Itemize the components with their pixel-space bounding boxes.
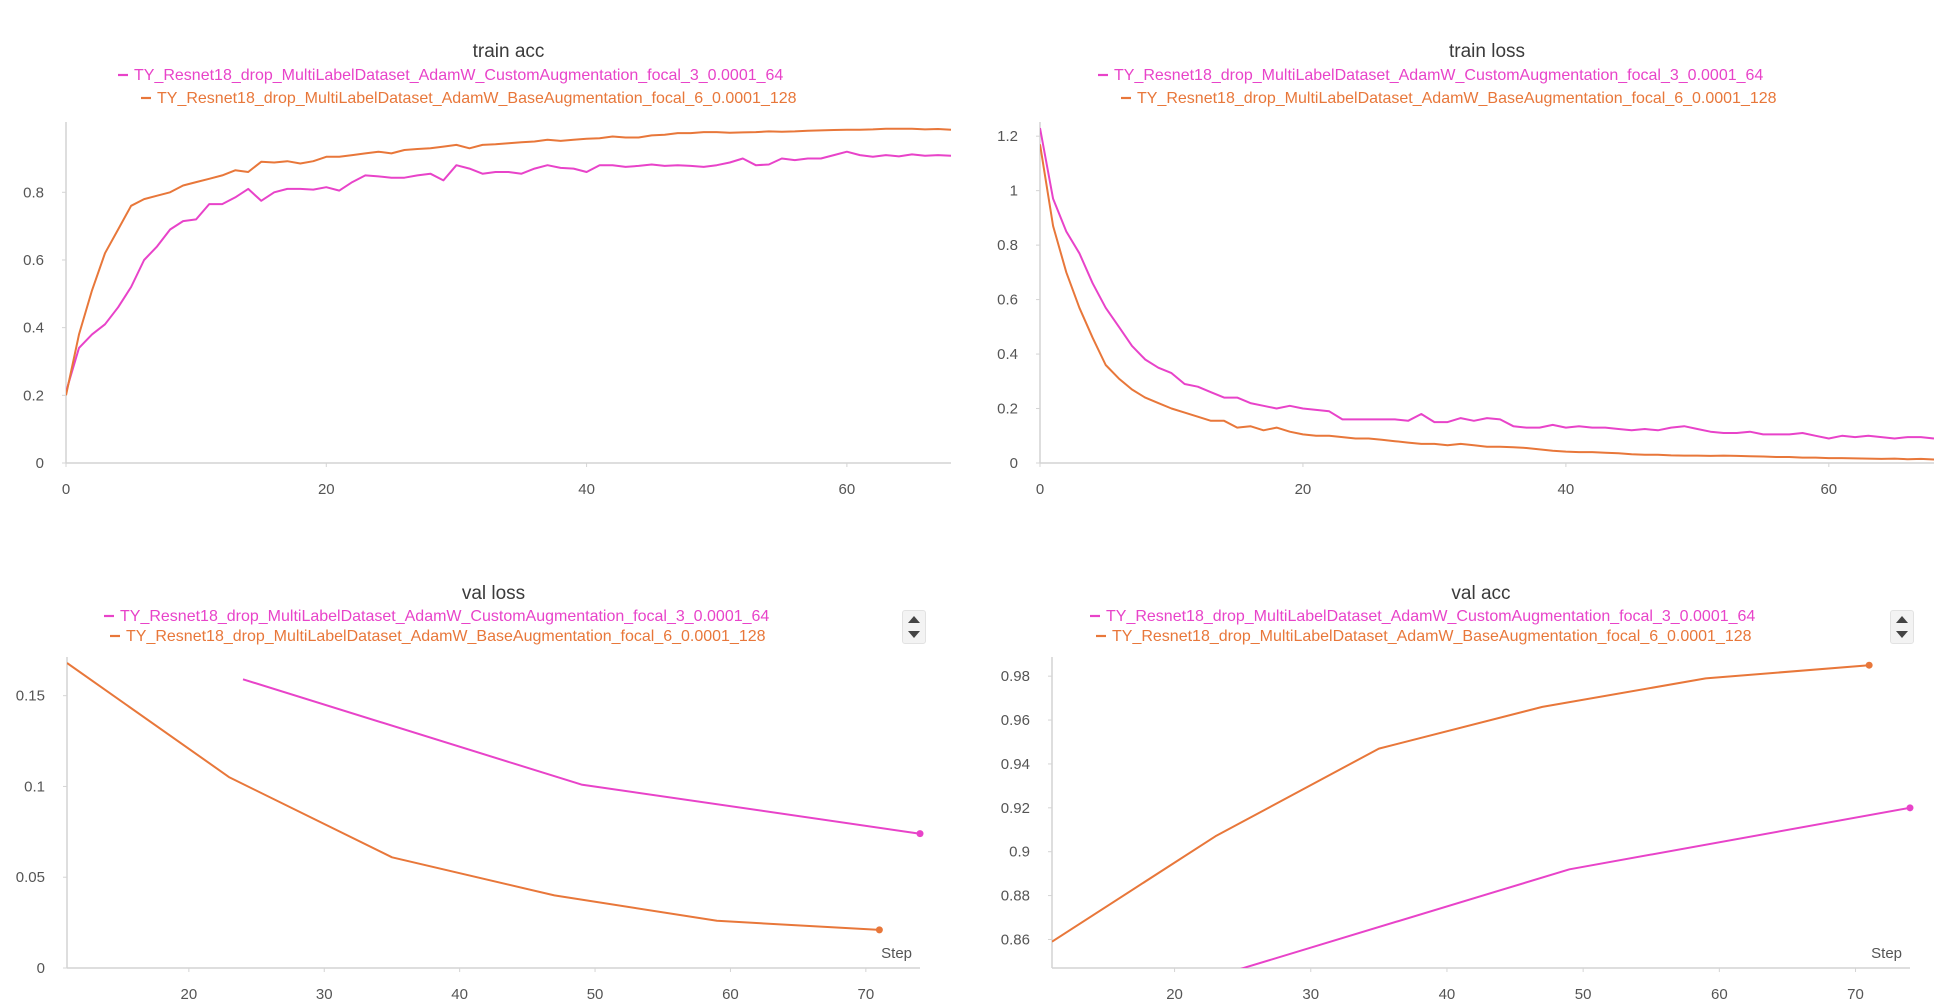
x-tick-label: 40 <box>1439 986 1456 1003</box>
chart-title: val loss <box>462 583 525 604</box>
series-line <box>1052 664 1870 943</box>
legend-entry: TY_Resnet18_drop_MultiLabelDataset_AdamW… <box>126 628 766 645</box>
y-tick-label: 0.96 <box>1001 712 1030 729</box>
x-tick-label: 0 <box>62 481 70 498</box>
x-axis-label: Step <box>1871 945 1902 962</box>
y-tick-label: 0 <box>1010 455 1018 472</box>
x-tick-label: 50 <box>1575 986 1592 1003</box>
chevron-down-icon[interactable] <box>1896 631 1908 638</box>
x-tick-label: 0 <box>1036 481 1044 498</box>
x-tick-label: 70 <box>1847 986 1864 1003</box>
y-tick-label: 0.94 <box>1001 756 1030 773</box>
y-tick-label: 0.4 <box>23 320 44 337</box>
legend-scroll-control[interactable] <box>902 610 926 644</box>
series-endpoint-marker <box>1865 661 1873 669</box>
train-loss-plot: train loss TY_Resnet18_drop_MultiLabelDat… <box>997 41 1934 498</box>
y-tick-label: 0.2 <box>997 401 1018 418</box>
legend-entry: TY_Resnet18_drop_MultiLabelDataset_AdamW… <box>1137 90 1777 107</box>
train-loss-chart: train loss TY_Resnet18_drop_MultiLabelDat… <box>967 0 1934 503</box>
series-group <box>67 662 880 931</box>
series-group <box>1240 806 1911 968</box>
y-tick-label: 0.8 <box>997 237 1018 254</box>
series-line <box>67 662 880 931</box>
series-line <box>1040 144 1934 461</box>
x-tick-label: 60 <box>839 481 856 498</box>
x-tick-label: 40 <box>451 986 468 1003</box>
legend-entry: TY_Resnet18_drop_MultiLabelDataset_AdamW… <box>1106 608 1755 625</box>
x-tick-label: 40 <box>1558 481 1575 498</box>
x-tick-label: 60 <box>722 986 739 1003</box>
series-group <box>66 150 952 393</box>
series-endpoint-marker <box>916 830 924 838</box>
legend-entry: TY_Resnet18_drop_MultiLabelDataset_AdamW… <box>157 90 797 107</box>
y-tick-label: 0.4 <box>997 346 1018 363</box>
val-acc-chart: val acc TY_Resnet18_drop_MultiLabelDatase… <box>967 503 1934 1006</box>
x-tick-label: 20 <box>1295 481 1312 498</box>
val-loss-plot: val loss TY_Resnet18_drop_MultiLabelDatas… <box>16 583 924 1003</box>
y-tick-label: 0.92 <box>1001 800 1030 817</box>
y-tick-label: 0.6 <box>997 292 1018 309</box>
y-tick-label: 0.1 <box>24 778 45 795</box>
train-acc-chart: train acc TY_Resnet18_drop_MultiLabelData… <box>0 0 967 503</box>
series-group <box>1052 664 1870 943</box>
chevron-up-icon[interactable] <box>1896 616 1908 623</box>
legend-entry: TY_Resnet18_drop_MultiLabelDataset_AdamW… <box>1112 628 1752 645</box>
legend-entry: TY_Resnet18_drop_MultiLabelDataset_AdamW… <box>134 67 783 84</box>
y-tick-label: 0.05 <box>16 869 45 886</box>
series-line <box>66 150 952 393</box>
y-tick-label: 0.98 <box>1001 668 1030 685</box>
val-acc-plot: val acc TY_Resnet18_drop_MultiLabelDatase… <box>1001 583 1914 1003</box>
x-tick-label: 30 <box>1302 986 1319 1003</box>
x-tick-label: 40 <box>578 481 595 498</box>
series-line <box>66 127 952 396</box>
legend-entry: TY_Resnet18_drop_MultiLabelDataset_AdamW… <box>120 608 769 625</box>
chart-title: train loss <box>1449 41 1525 62</box>
y-tick-label: 1 <box>1010 183 1018 200</box>
y-tick-label: 0.6 <box>23 252 44 269</box>
x-tick-label: 60 <box>1820 481 1837 498</box>
series-group <box>242 678 921 835</box>
legend-entry: TY_Resnet18_drop_MultiLabelDataset_AdamW… <box>1114 67 1763 84</box>
y-tick-label: 1.2 <box>997 128 1018 145</box>
chart-title: val acc <box>1451 583 1510 604</box>
y-tick-label: 0.88 <box>1001 888 1030 905</box>
x-tick-label: 20 <box>1166 986 1183 1003</box>
series-line <box>1240 806 1911 968</box>
x-tick-label: 60 <box>1711 986 1728 1003</box>
legend-scroll-control[interactable] <box>1890 610 1914 644</box>
y-tick-label: 0 <box>36 455 44 472</box>
series-group <box>1040 144 1934 461</box>
y-tick-label: 0.9 <box>1009 844 1030 861</box>
chevron-down-icon[interactable] <box>908 631 920 638</box>
chevron-up-icon[interactable] <box>908 616 920 623</box>
series-line <box>1040 127 1934 440</box>
x-tick-label: 70 <box>857 986 874 1003</box>
x-tick-label: 30 <box>316 986 333 1003</box>
y-tick-label: 0 <box>37 960 45 977</box>
series-line <box>242 678 921 835</box>
val-loss-chart: val loss TY_Resnet18_drop_MultiLabelDatas… <box>0 503 967 1006</box>
series-endpoint-marker <box>875 926 883 934</box>
train-acc-plot: train acc TY_Resnet18_drop_MultiLabelData… <box>23 41 952 498</box>
x-tick-label: 20 <box>181 986 198 1003</box>
y-tick-label: 0.2 <box>23 387 44 404</box>
series-group <box>1040 127 1934 440</box>
x-tick-label: 50 <box>587 986 604 1003</box>
chart-title: train acc <box>473 41 545 62</box>
y-tick-label: 0.15 <box>16 688 45 705</box>
y-tick-label: 0.8 <box>23 184 44 201</box>
series-endpoint-marker <box>1906 804 1914 812</box>
y-tick-label: 0.86 <box>1001 931 1030 948</box>
x-axis-label: Step <box>881 945 912 962</box>
x-tick-label: 20 <box>318 481 335 498</box>
series-group <box>66 127 952 396</box>
